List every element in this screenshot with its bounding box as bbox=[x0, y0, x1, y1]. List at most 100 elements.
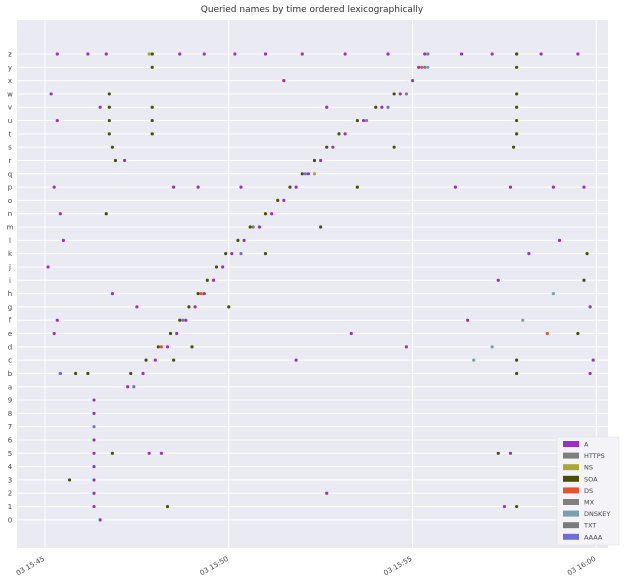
y-tick-label: w bbox=[7, 90, 13, 98]
data-point bbox=[92, 438, 96, 442]
data-point bbox=[107, 105, 111, 109]
data-point bbox=[175, 331, 179, 336]
data-point bbox=[242, 238, 246, 242]
data-point bbox=[165, 504, 170, 509]
y-tick-label: 2 bbox=[8, 490, 12, 498]
y-tick-label: a bbox=[8, 383, 12, 391]
y-tick-label: 7 bbox=[8, 423, 12, 431]
data-point bbox=[576, 52, 580, 56]
data-point bbox=[515, 371, 519, 376]
data-point bbox=[511, 145, 516, 149]
data-point bbox=[193, 305, 197, 309]
data-point bbox=[294, 185, 298, 189]
y-tick-label: h bbox=[8, 290, 12, 298]
data-point bbox=[147, 52, 151, 56]
x-tick-label: 03 16:00 bbox=[566, 555, 597, 578]
data-point bbox=[404, 345, 408, 349]
data-point bbox=[181, 318, 185, 322]
data-point bbox=[49, 92, 53, 96]
data-point bbox=[92, 491, 96, 495]
legend-swatch bbox=[563, 441, 579, 447]
data-point bbox=[150, 65, 154, 69]
data-point bbox=[67, 478, 72, 482]
data-point bbox=[165, 345, 170, 349]
data-point bbox=[92, 465, 96, 469]
y-tick-label: v bbox=[8, 104, 12, 112]
data-point bbox=[92, 398, 96, 402]
data-point bbox=[224, 252, 228, 256]
data-point bbox=[221, 265, 225, 269]
data-point bbox=[178, 52, 182, 56]
data-point bbox=[55, 52, 59, 56]
data-point bbox=[312, 172, 317, 176]
plot-area bbox=[17, 20, 608, 548]
y-tick-label: f bbox=[9, 317, 12, 325]
y-tick-label: i bbox=[9, 277, 11, 285]
data-point bbox=[107, 132, 111, 136]
x-tick-label: 03 15:50 bbox=[199, 555, 230, 578]
data-point bbox=[545, 331, 549, 336]
data-point bbox=[490, 52, 494, 56]
y-tick-label: 6 bbox=[8, 436, 13, 444]
data-point bbox=[150, 52, 154, 56]
y-tick-label: l bbox=[9, 237, 11, 245]
data-point bbox=[251, 225, 255, 229]
series-aaaa bbox=[58, 65, 427, 429]
y-tick-label: 0 bbox=[8, 516, 12, 524]
data-point bbox=[459, 52, 464, 56]
data-point bbox=[92, 478, 96, 482]
data-point bbox=[107, 118, 111, 123]
y-tick-label: 3 bbox=[8, 476, 12, 484]
data-point bbox=[236, 238, 240, 242]
data-point bbox=[349, 331, 353, 336]
data-point bbox=[141, 371, 145, 376]
y-tick-label: k bbox=[8, 250, 13, 258]
chart-title: Queried names by time ordered lexicograp… bbox=[201, 5, 424, 15]
data-point bbox=[423, 65, 427, 69]
x-tick-label: 03 15:55 bbox=[382, 555, 413, 578]
legend-label: MX bbox=[584, 499, 595, 507]
data-point bbox=[150, 132, 154, 136]
data-point bbox=[153, 358, 157, 362]
data-point bbox=[55, 318, 59, 322]
data-point bbox=[490, 345, 494, 349]
data-point bbox=[227, 305, 231, 309]
data-point bbox=[147, 451, 151, 455]
data-point bbox=[92, 411, 96, 415]
data-point bbox=[410, 79, 415, 83]
gridlines bbox=[17, 20, 608, 548]
series-txt bbox=[251, 225, 255, 229]
data-point bbox=[92, 504, 96, 509]
data-point bbox=[205, 278, 209, 282]
y-tick-label: z bbox=[8, 51, 12, 59]
data-point bbox=[263, 252, 268, 256]
data-point bbox=[190, 345, 194, 349]
legend-label: NS bbox=[584, 464, 593, 472]
data-point bbox=[404, 92, 408, 96]
data-point bbox=[288, 185, 292, 189]
data-point bbox=[257, 225, 261, 229]
x-tick-label: 03 15:45 bbox=[15, 555, 46, 578]
data-point bbox=[386, 105, 390, 109]
data-point bbox=[214, 265, 219, 269]
data-point bbox=[172, 185, 176, 189]
data-point bbox=[233, 52, 237, 56]
data-point bbox=[551, 185, 555, 189]
legend-swatch bbox=[563, 464, 579, 471]
legend-swatch bbox=[563, 499, 579, 505]
legend-label: HTTPS bbox=[584, 452, 605, 460]
data-point bbox=[104, 212, 108, 216]
data-point bbox=[420, 65, 424, 69]
data-point bbox=[515, 132, 519, 136]
legend-label: TXT bbox=[583, 522, 596, 530]
y-tick-label: j bbox=[8, 263, 11, 271]
data-point bbox=[515, 118, 519, 123]
data-point bbox=[98, 105, 102, 109]
data-point bbox=[150, 118, 154, 123]
data-point bbox=[172, 358, 176, 362]
data-point bbox=[515, 92, 519, 96]
data-point bbox=[472, 358, 476, 362]
data-point bbox=[126, 385, 130, 389]
data-point bbox=[86, 52, 90, 56]
data-point bbox=[282, 198, 286, 203]
